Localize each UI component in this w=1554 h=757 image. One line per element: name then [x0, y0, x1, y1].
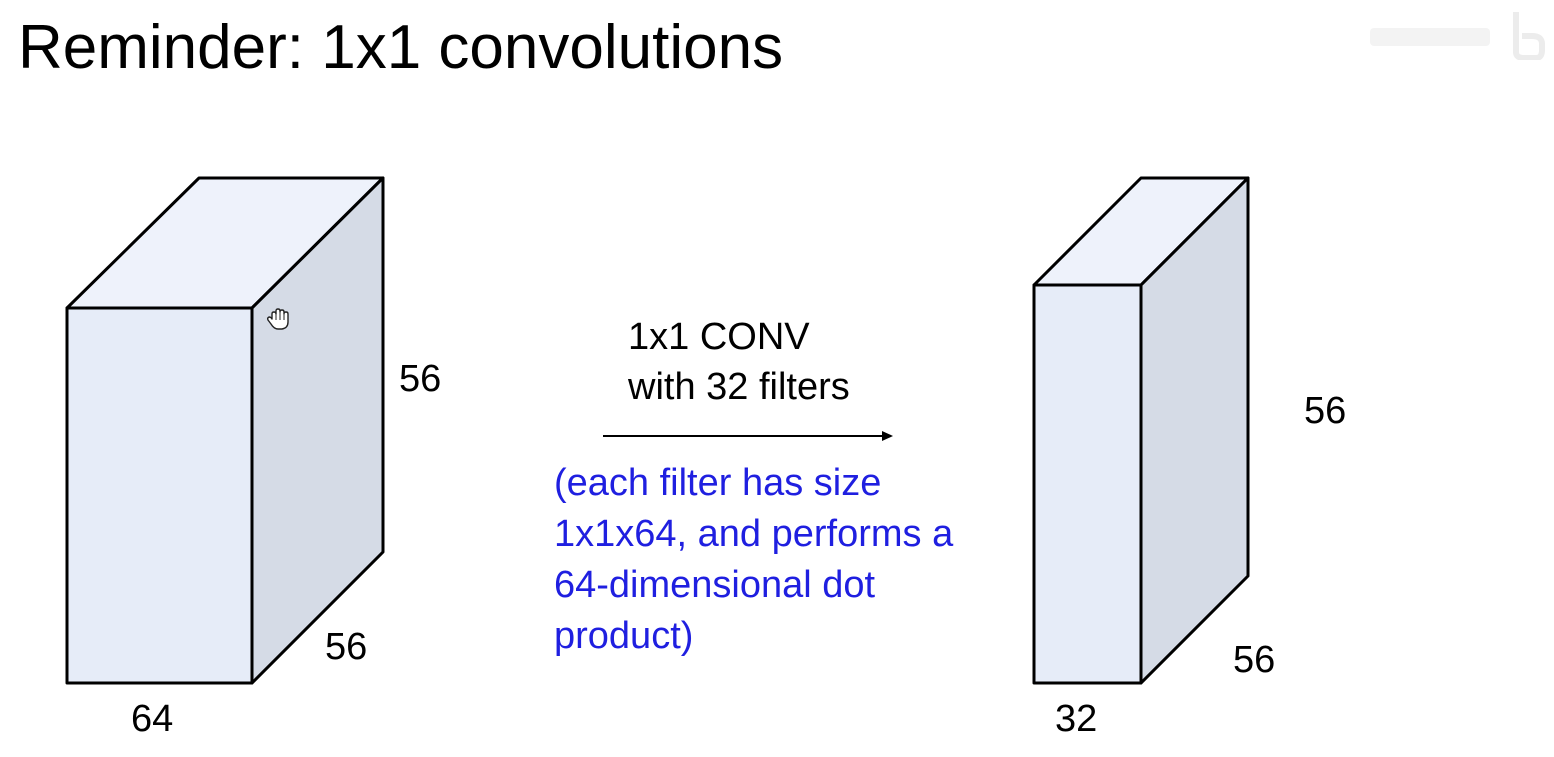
operation-label: 1x1 CONV with 32 filters	[628, 312, 850, 412]
output-volume-front-face	[1032, 283, 1143, 685]
input-volume-front-face	[65, 306, 254, 685]
operation-line-1: 1x1 CONV	[628, 316, 810, 358]
output-width-label: 32	[1055, 698, 1097, 740]
arrow-head	[882, 431, 893, 441]
input-width-label: 64	[131, 698, 173, 740]
watermark-logo	[1370, 12, 1545, 60]
output-height-label: 56	[1304, 390, 1346, 432]
conv-arrow	[603, 431, 893, 441]
output-depth-label: 56	[1233, 639, 1275, 681]
filter-note: (each filter has size 1x1x64, and perfor…	[554, 458, 1024, 662]
input-depth-label: 56	[325, 626, 367, 668]
note-line: 1x1x64, and performs a	[554, 513, 954, 555]
slide-title: Reminder: 1x1 convolutions	[18, 13, 784, 82]
note-line: (each filter has size	[554, 462, 882, 504]
input-volume	[65, 176, 385, 685]
input-height-label: 56	[399, 358, 441, 400]
output-volume	[1032, 176, 1250, 685]
note-line: product)	[554, 615, 694, 657]
hand-cursor-icon	[266, 308, 289, 330]
note-line: 64-dimensional dot	[554, 564, 876, 606]
operation-line-2: with 32 filters	[628, 366, 850, 408]
